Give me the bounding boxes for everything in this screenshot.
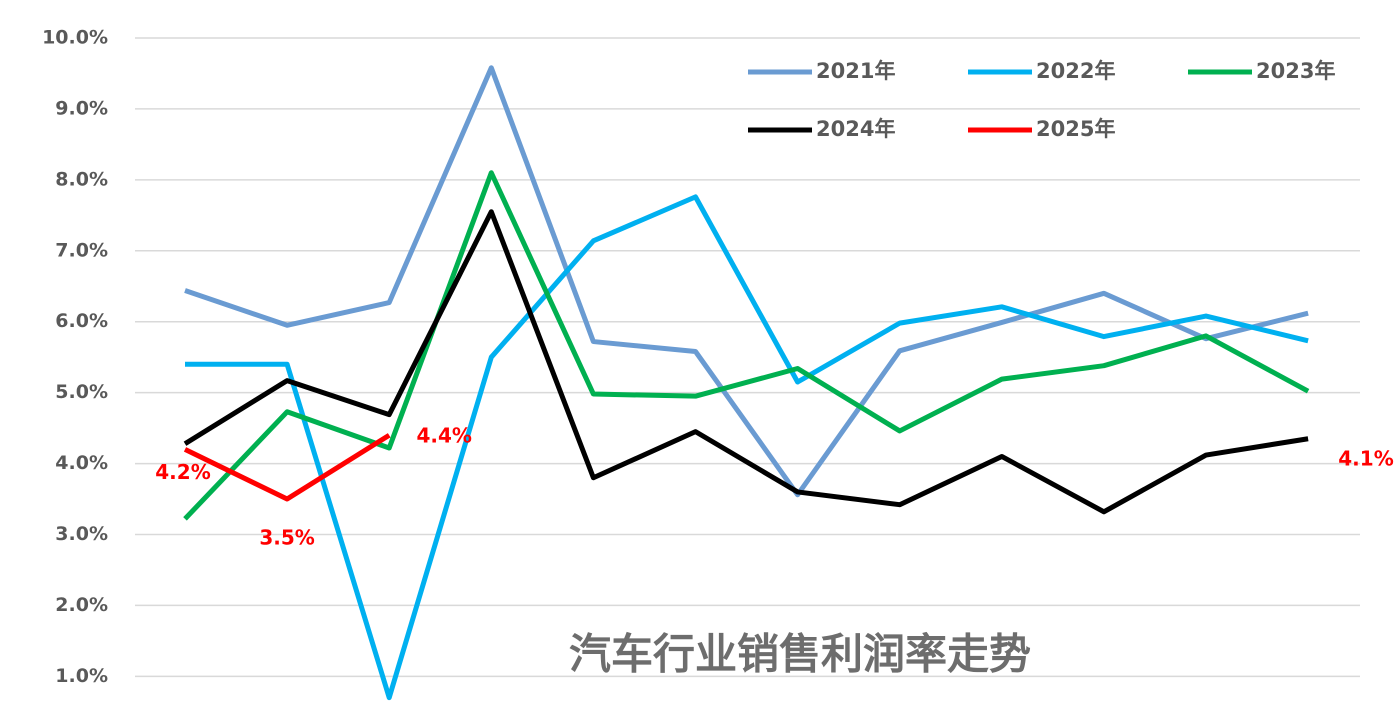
y-tick-label: 2.0% [55, 594, 108, 616]
legend-label: 2022年 [1036, 59, 1115, 83]
chart-title: 汽车行业销售利润率走势 [569, 630, 1031, 679]
data-label: 3.5% [259, 526, 314, 550]
legend-label: 2023年 [1256, 59, 1335, 83]
legend-label: 2024年 [816, 117, 895, 141]
y-tick-label: 9.0% [55, 97, 108, 119]
legend-label: 2021年 [816, 59, 895, 83]
series-line [184, 65, 1309, 498]
y-tick-label: 6.0% [55, 310, 108, 332]
series-line [183, 209, 1309, 515]
annotation: 4.1% [1338, 447, 1393, 471]
series-line [183, 433, 391, 502]
series-line [183, 170, 1310, 521]
y-tick-label: 1.0% [55, 665, 108, 687]
series-line [185, 194, 1309, 701]
y-tick-label: 7.0% [55, 239, 108, 261]
y-tick-label: 8.0% [55, 168, 108, 190]
y-tick-label: 4.0% [55, 452, 108, 474]
data-label: 4.4% [416, 424, 471, 448]
data-label: 4.2% [155, 460, 210, 484]
legend-label: 2025年 [1036, 117, 1115, 141]
y-tick-label: 3.0% [55, 523, 108, 545]
y-tick-label: 5.0% [55, 381, 108, 403]
y-tick-label: 10.0% [42, 27, 108, 49]
